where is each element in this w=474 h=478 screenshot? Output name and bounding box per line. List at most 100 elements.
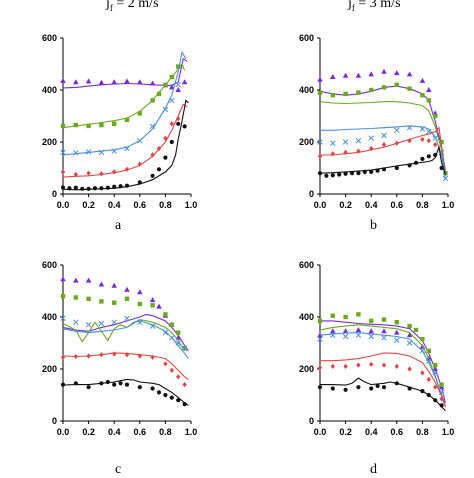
data-point	[60, 169, 66, 175]
data-point	[394, 320, 399, 325]
data-point	[406, 332, 413, 338]
data-point	[420, 370, 425, 376]
data-point	[150, 386, 155, 391]
data-point	[426, 87, 432, 92]
data-point	[413, 327, 419, 333]
data-point	[60, 315, 66, 322]
data-point	[137, 289, 143, 295]
data-point	[150, 173, 155, 178]
y-tick-label: 0	[309, 189, 314, 199]
data-point	[124, 382, 130, 387]
data-point	[112, 351, 117, 357]
data-point	[439, 396, 444, 402]
data-point	[433, 142, 438, 148]
panel-a-title-main: j	[106, 0, 110, 11]
y-tick-label: 200	[299, 364, 314, 374]
x-tick-label: 0.8	[159, 200, 172, 210]
data-point	[73, 79, 79, 85]
data-point	[137, 319, 143, 325]
data-point	[433, 398, 438, 403]
data-point	[98, 281, 105, 287]
data-point	[149, 323, 156, 329]
data-point	[111, 148, 117, 154]
x-tick-label: 0.8	[416, 427, 429, 437]
data-point	[105, 185, 110, 190]
data-point	[369, 145, 374, 152]
data-point	[86, 186, 91, 191]
data-point	[342, 328, 349, 334]
data-point	[85, 277, 92, 283]
series-line	[320, 126, 444, 156]
data-point	[394, 381, 399, 386]
panel-b-label: b	[370, 218, 377, 233]
x-tick-label: 1.0	[185, 200, 198, 210]
data-point	[375, 383, 380, 388]
series-line	[320, 377, 446, 411]
y-tick-label: 600	[299, 33, 314, 43]
data-point	[60, 149, 66, 156]
data-point	[432, 366, 438, 371]
data-point	[330, 93, 335, 98]
data-point	[73, 185, 78, 190]
data-point	[317, 336, 323, 342]
data-point	[73, 277, 79, 283]
data-point	[150, 152, 155, 158]
x-tick-label: 0.2	[82, 427, 95, 437]
series-5	[60, 378, 189, 407]
x-tick-label: 0.4	[108, 427, 121, 437]
data-point	[137, 161, 142, 167]
series-4	[60, 103, 188, 178]
series-4	[317, 126, 444, 159]
data-point	[381, 142, 387, 148]
data-point	[343, 363, 348, 369]
data-point	[86, 385, 91, 390]
panel-a-title: jf = 2 m/s	[106, 0, 159, 13]
y-tick-label: 400	[299, 85, 314, 95]
x-tick-label: 0.6	[134, 427, 147, 437]
data-point	[162, 329, 169, 336]
data-point	[394, 363, 399, 369]
data-point	[419, 126, 426, 132]
data-point	[381, 85, 387, 90]
data-point	[426, 348, 431, 353]
data-point	[85, 322, 92, 328]
data-point	[419, 348, 426, 354]
data-point	[92, 186, 98, 191]
data-point	[433, 384, 438, 390]
data-point	[137, 353, 142, 359]
y-tick-label: 600	[299, 260, 314, 270]
data-point	[163, 361, 168, 367]
series-3	[317, 332, 446, 407]
data-point	[60, 77, 66, 83]
data-point	[99, 352, 104, 358]
data-point	[99, 122, 104, 128]
y-tick-label: 0	[52, 416, 57, 426]
data-point	[381, 167, 387, 172]
data-point	[99, 299, 104, 304]
data-point	[330, 363, 335, 369]
data-point	[381, 385, 387, 390]
data-point	[406, 340, 413, 346]
data-point	[182, 124, 187, 129]
data-point	[73, 150, 79, 156]
data-point	[369, 361, 374, 367]
data-point	[73, 122, 78, 128]
data-point	[176, 398, 181, 403]
series-line	[62, 99, 189, 191]
data-point	[317, 171, 323, 176]
panel-a: 0 200 400 600 0.0 0.2 0.4 0.6 0.8 1.0	[42, 33, 197, 210]
data-point	[156, 145, 162, 152]
data-point	[342, 139, 349, 145]
data-point	[156, 167, 162, 172]
data-point	[420, 156, 425, 161]
data-point	[118, 184, 123, 189]
x-tick-label: 0.0	[314, 427, 327, 437]
data-point	[156, 390, 162, 395]
series-3	[60, 50, 187, 156]
data-point	[439, 382, 444, 387]
panel-a-title-sub: f	[109, 2, 113, 13]
x-tick-label: 0.2	[339, 427, 352, 437]
y-tick-label: 400	[299, 312, 314, 322]
data-point	[60, 294, 66, 299]
data-point	[162, 106, 169, 113]
